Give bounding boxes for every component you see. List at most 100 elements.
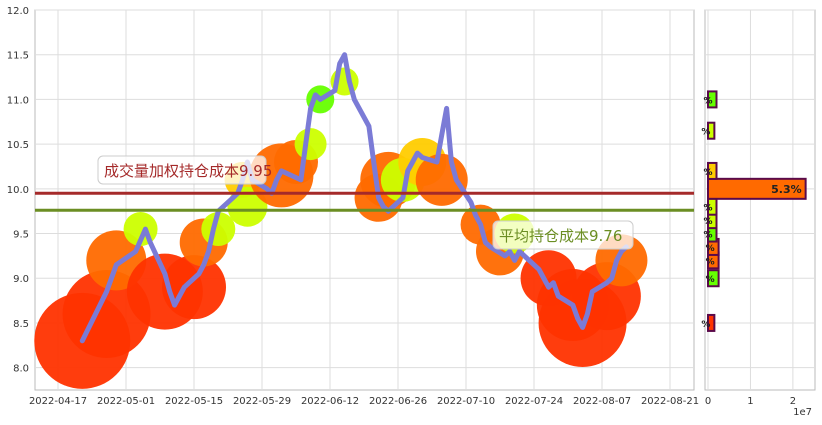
price-point bbox=[411, 160, 415, 164]
side-bar bbox=[707, 90, 718, 109]
side-x-tick-label: 2 bbox=[790, 396, 796, 407]
price-point bbox=[279, 169, 283, 173]
price-point bbox=[343, 53, 347, 57]
price-point bbox=[352, 97, 356, 101]
price-point bbox=[522, 254, 526, 258]
price-point bbox=[454, 178, 458, 182]
x-tick-label: 2022-07-10 bbox=[437, 396, 495, 407]
price-point bbox=[163, 272, 167, 276]
x-tick-label: 2022-04-17 bbox=[29, 396, 87, 407]
price-point bbox=[299, 178, 303, 182]
reference-lines: 成交量加权持仓成本9.95 平均持仓成本9.76 bbox=[35, 155, 694, 250]
price-point bbox=[304, 142, 308, 146]
side-bar-label: % bbox=[701, 320, 710, 330]
price-point bbox=[488, 245, 492, 249]
price-point bbox=[367, 124, 371, 128]
price-point bbox=[114, 263, 118, 267]
price-point bbox=[275, 178, 279, 182]
x-tick-label: 2022-06-26 bbox=[369, 396, 427, 407]
volume-bubble bbox=[294, 128, 327, 161]
price-point bbox=[581, 325, 585, 329]
price-point bbox=[420, 156, 424, 160]
price-point bbox=[435, 160, 439, 164]
price-point bbox=[406, 169, 410, 173]
y-tick-label: 12.0 bbox=[7, 6, 29, 17]
y-tick-labels: 8.0 8.5 9.0 9.5 10.0 10.5 11.0 11.5 12.0 bbox=[7, 6, 29, 375]
price-point bbox=[309, 106, 313, 110]
price-point bbox=[197, 272, 201, 276]
price-point bbox=[619, 249, 623, 253]
side-bar-label: % bbox=[701, 128, 710, 138]
price-point bbox=[207, 249, 211, 253]
side-offset-label: 1e7 bbox=[793, 407, 812, 418]
side-bar-label: % bbox=[703, 217, 712, 227]
price-point bbox=[80, 339, 84, 343]
y-tick-label: 11.0 bbox=[7, 95, 29, 106]
price-point bbox=[148, 240, 152, 244]
price-point bbox=[377, 196, 381, 200]
y-tick-label: 11.5 bbox=[7, 51, 29, 62]
side-plot-frame bbox=[704, 9, 816, 391]
side-bar bbox=[707, 269, 720, 288]
price-point bbox=[556, 294, 560, 298]
reference-label-box bbox=[492, 220, 634, 250]
price-point bbox=[571, 303, 575, 307]
side-bar-label: % bbox=[703, 168, 712, 178]
price-point bbox=[105, 290, 109, 294]
price-point bbox=[576, 316, 580, 320]
price-point bbox=[401, 196, 405, 200]
side-plot: %%%%%%% 5.3%%%% 0 1 2 1e7 bbox=[701, 9, 816, 418]
price-point bbox=[173, 303, 177, 307]
x-tick-label: 2022-08-21 bbox=[641, 396, 699, 407]
price-point bbox=[605, 281, 609, 285]
price-point bbox=[333, 88, 337, 92]
price-point bbox=[347, 80, 351, 84]
price-point bbox=[211, 227, 215, 231]
y-tick-label: 10.5 bbox=[7, 140, 29, 151]
x-tick-label: 2022-06-12 bbox=[301, 396, 359, 407]
price-point bbox=[231, 196, 235, 200]
price-point bbox=[537, 267, 541, 271]
x-tick-labels: 2022-04-17 2022-05-01 2022-05-15 2022-05-29… bbox=[29, 396, 699, 407]
side-bar-label: % bbox=[706, 244, 715, 254]
price-point bbox=[134, 249, 138, 253]
price-point bbox=[610, 276, 614, 280]
price-point bbox=[542, 276, 546, 280]
side-bar bbox=[707, 161, 718, 180]
x-tick-label: 2022-07-24 bbox=[505, 396, 563, 407]
price-point bbox=[513, 258, 517, 262]
side-x-tick-label: 0 bbox=[705, 396, 711, 407]
side-bar-label: % bbox=[706, 275, 715, 285]
volume-bubble bbox=[162, 255, 226, 320]
price-point bbox=[265, 187, 269, 191]
side-x-tick-labels: 0 1 2 bbox=[705, 396, 796, 407]
price-point bbox=[517, 249, 521, 253]
y-tick-label: 8.5 bbox=[13, 319, 29, 330]
price-point bbox=[313, 93, 317, 97]
price-point bbox=[503, 254, 507, 258]
price-point bbox=[547, 285, 551, 289]
price-point bbox=[449, 160, 453, 164]
x-tick-label: 2022-05-15 bbox=[165, 396, 223, 407]
side-bar bbox=[707, 177, 807, 200]
price-point bbox=[474, 214, 478, 218]
side-x-tick-label: 1 bbox=[747, 396, 753, 407]
price-point bbox=[551, 281, 555, 285]
price-point bbox=[585, 312, 589, 316]
x-tick-label: 2022-08-07 bbox=[573, 396, 631, 407]
price-point bbox=[338, 62, 342, 66]
reference-label: 成交量加权持仓成本9.95 bbox=[104, 162, 272, 180]
side-bar-label: % bbox=[703, 231, 712, 241]
side-bars: %%%%%%% 5.3%%%% bbox=[701, 90, 807, 332]
side-bar-label: % bbox=[703, 96, 712, 106]
price-point bbox=[469, 200, 473, 204]
price-point bbox=[381, 205, 385, 209]
y-tick-label: 9.5 bbox=[13, 230, 29, 241]
x-tick-label: 2022-05-29 bbox=[233, 396, 291, 407]
price-point bbox=[143, 227, 147, 231]
volume-bubble bbox=[415, 153, 468, 206]
price-point bbox=[202, 263, 206, 267]
price-point bbox=[479, 223, 483, 227]
price-point bbox=[182, 285, 186, 289]
